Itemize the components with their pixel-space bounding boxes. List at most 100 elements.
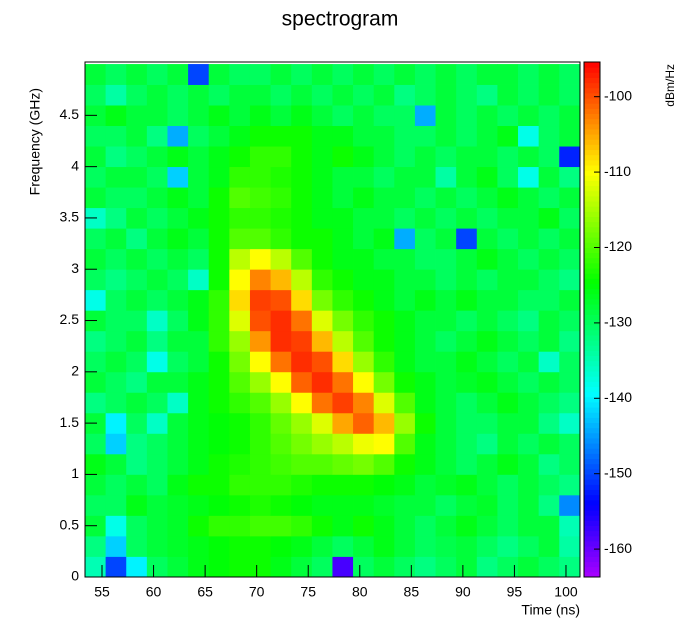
cell — [435, 351, 457, 373]
cell — [497, 371, 519, 393]
cell — [497, 474, 519, 496]
cell — [188, 494, 210, 516]
cell — [270, 146, 292, 168]
cell — [518, 392, 540, 414]
cell — [518, 146, 540, 168]
cell — [456, 392, 478, 414]
colorbar-step — [584, 288, 600, 295]
cell — [353, 166, 375, 188]
cell — [167, 515, 189, 537]
cell — [229, 453, 251, 475]
colorbar-step — [584, 463, 600, 470]
cell — [188, 412, 210, 434]
cell — [332, 84, 354, 106]
cell — [353, 187, 375, 209]
cell — [146, 248, 168, 270]
cell — [456, 474, 478, 496]
cell — [435, 494, 457, 516]
cell — [497, 166, 519, 188]
cell — [249, 351, 271, 373]
cell — [456, 289, 478, 311]
cell — [291, 351, 313, 373]
cell — [146, 535, 168, 557]
colorbar-step — [584, 386, 600, 393]
cell — [394, 166, 416, 188]
cell — [435, 433, 457, 455]
cell — [538, 474, 560, 496]
colorbar-step — [584, 422, 600, 429]
cell — [188, 474, 210, 496]
cell — [497, 64, 519, 85]
cell — [311, 166, 333, 188]
cell — [518, 289, 540, 311]
colorbar-step — [584, 309, 600, 315]
cell — [373, 412, 395, 434]
cell — [291, 84, 313, 106]
colorbar-frame — [583, 61, 601, 578]
cell — [373, 248, 395, 270]
cell — [126, 453, 148, 475]
cell — [249, 146, 271, 168]
colorbar-step — [584, 448, 600, 454]
cell — [373, 207, 395, 229]
cell — [373, 515, 395, 537]
cell — [435, 412, 457, 434]
cell — [373, 371, 395, 393]
cell — [476, 146, 498, 168]
cell — [229, 248, 251, 270]
colorbar-step — [584, 67, 600, 73]
cell — [353, 105, 375, 127]
cell — [476, 433, 498, 455]
cell — [126, 207, 148, 229]
cell — [559, 494, 581, 516]
cell — [518, 310, 540, 332]
colorbar-step — [584, 566, 600, 573]
colorbar-step — [584, 546, 600, 552]
cell — [167, 433, 189, 455]
cell — [332, 453, 354, 475]
cell — [105, 146, 127, 168]
cell — [332, 248, 354, 270]
cell — [188, 535, 210, 557]
cell — [373, 330, 395, 352]
cell — [311, 105, 333, 127]
cell — [435, 515, 457, 537]
cell — [518, 248, 540, 270]
cell — [188, 556, 210, 578]
cell — [105, 494, 127, 516]
colorbar-step — [584, 484, 600, 490]
cell — [249, 269, 271, 291]
colorbar-step — [584, 113, 600, 120]
cell — [126, 84, 148, 106]
y-tick-label: 3 — [71, 260, 79, 276]
cell — [332, 433, 354, 455]
cell — [311, 556, 333, 578]
cell — [105, 269, 127, 291]
cell — [146, 474, 168, 496]
cell — [188, 64, 210, 85]
cell — [332, 228, 354, 250]
colorbar-step — [584, 365, 600, 372]
cell — [188, 84, 210, 106]
cell — [456, 330, 478, 352]
cell — [188, 166, 210, 188]
cell — [456, 207, 478, 229]
colorbar-step — [584, 417, 600, 423]
cell — [353, 392, 375, 414]
colorbar-step — [584, 252, 600, 259]
cell — [497, 289, 519, 311]
cell — [394, 535, 416, 557]
cell — [291, 474, 313, 496]
cell — [249, 105, 271, 127]
colorbar-step — [584, 149, 600, 156]
cell — [476, 64, 498, 85]
cell — [146, 105, 168, 127]
cell — [291, 392, 313, 414]
cell — [476, 412, 498, 434]
cell — [167, 474, 189, 496]
cell — [332, 351, 354, 373]
cell — [538, 64, 560, 85]
cell — [270, 371, 292, 393]
colorbar-step — [584, 154, 600, 161]
cell — [249, 310, 271, 332]
